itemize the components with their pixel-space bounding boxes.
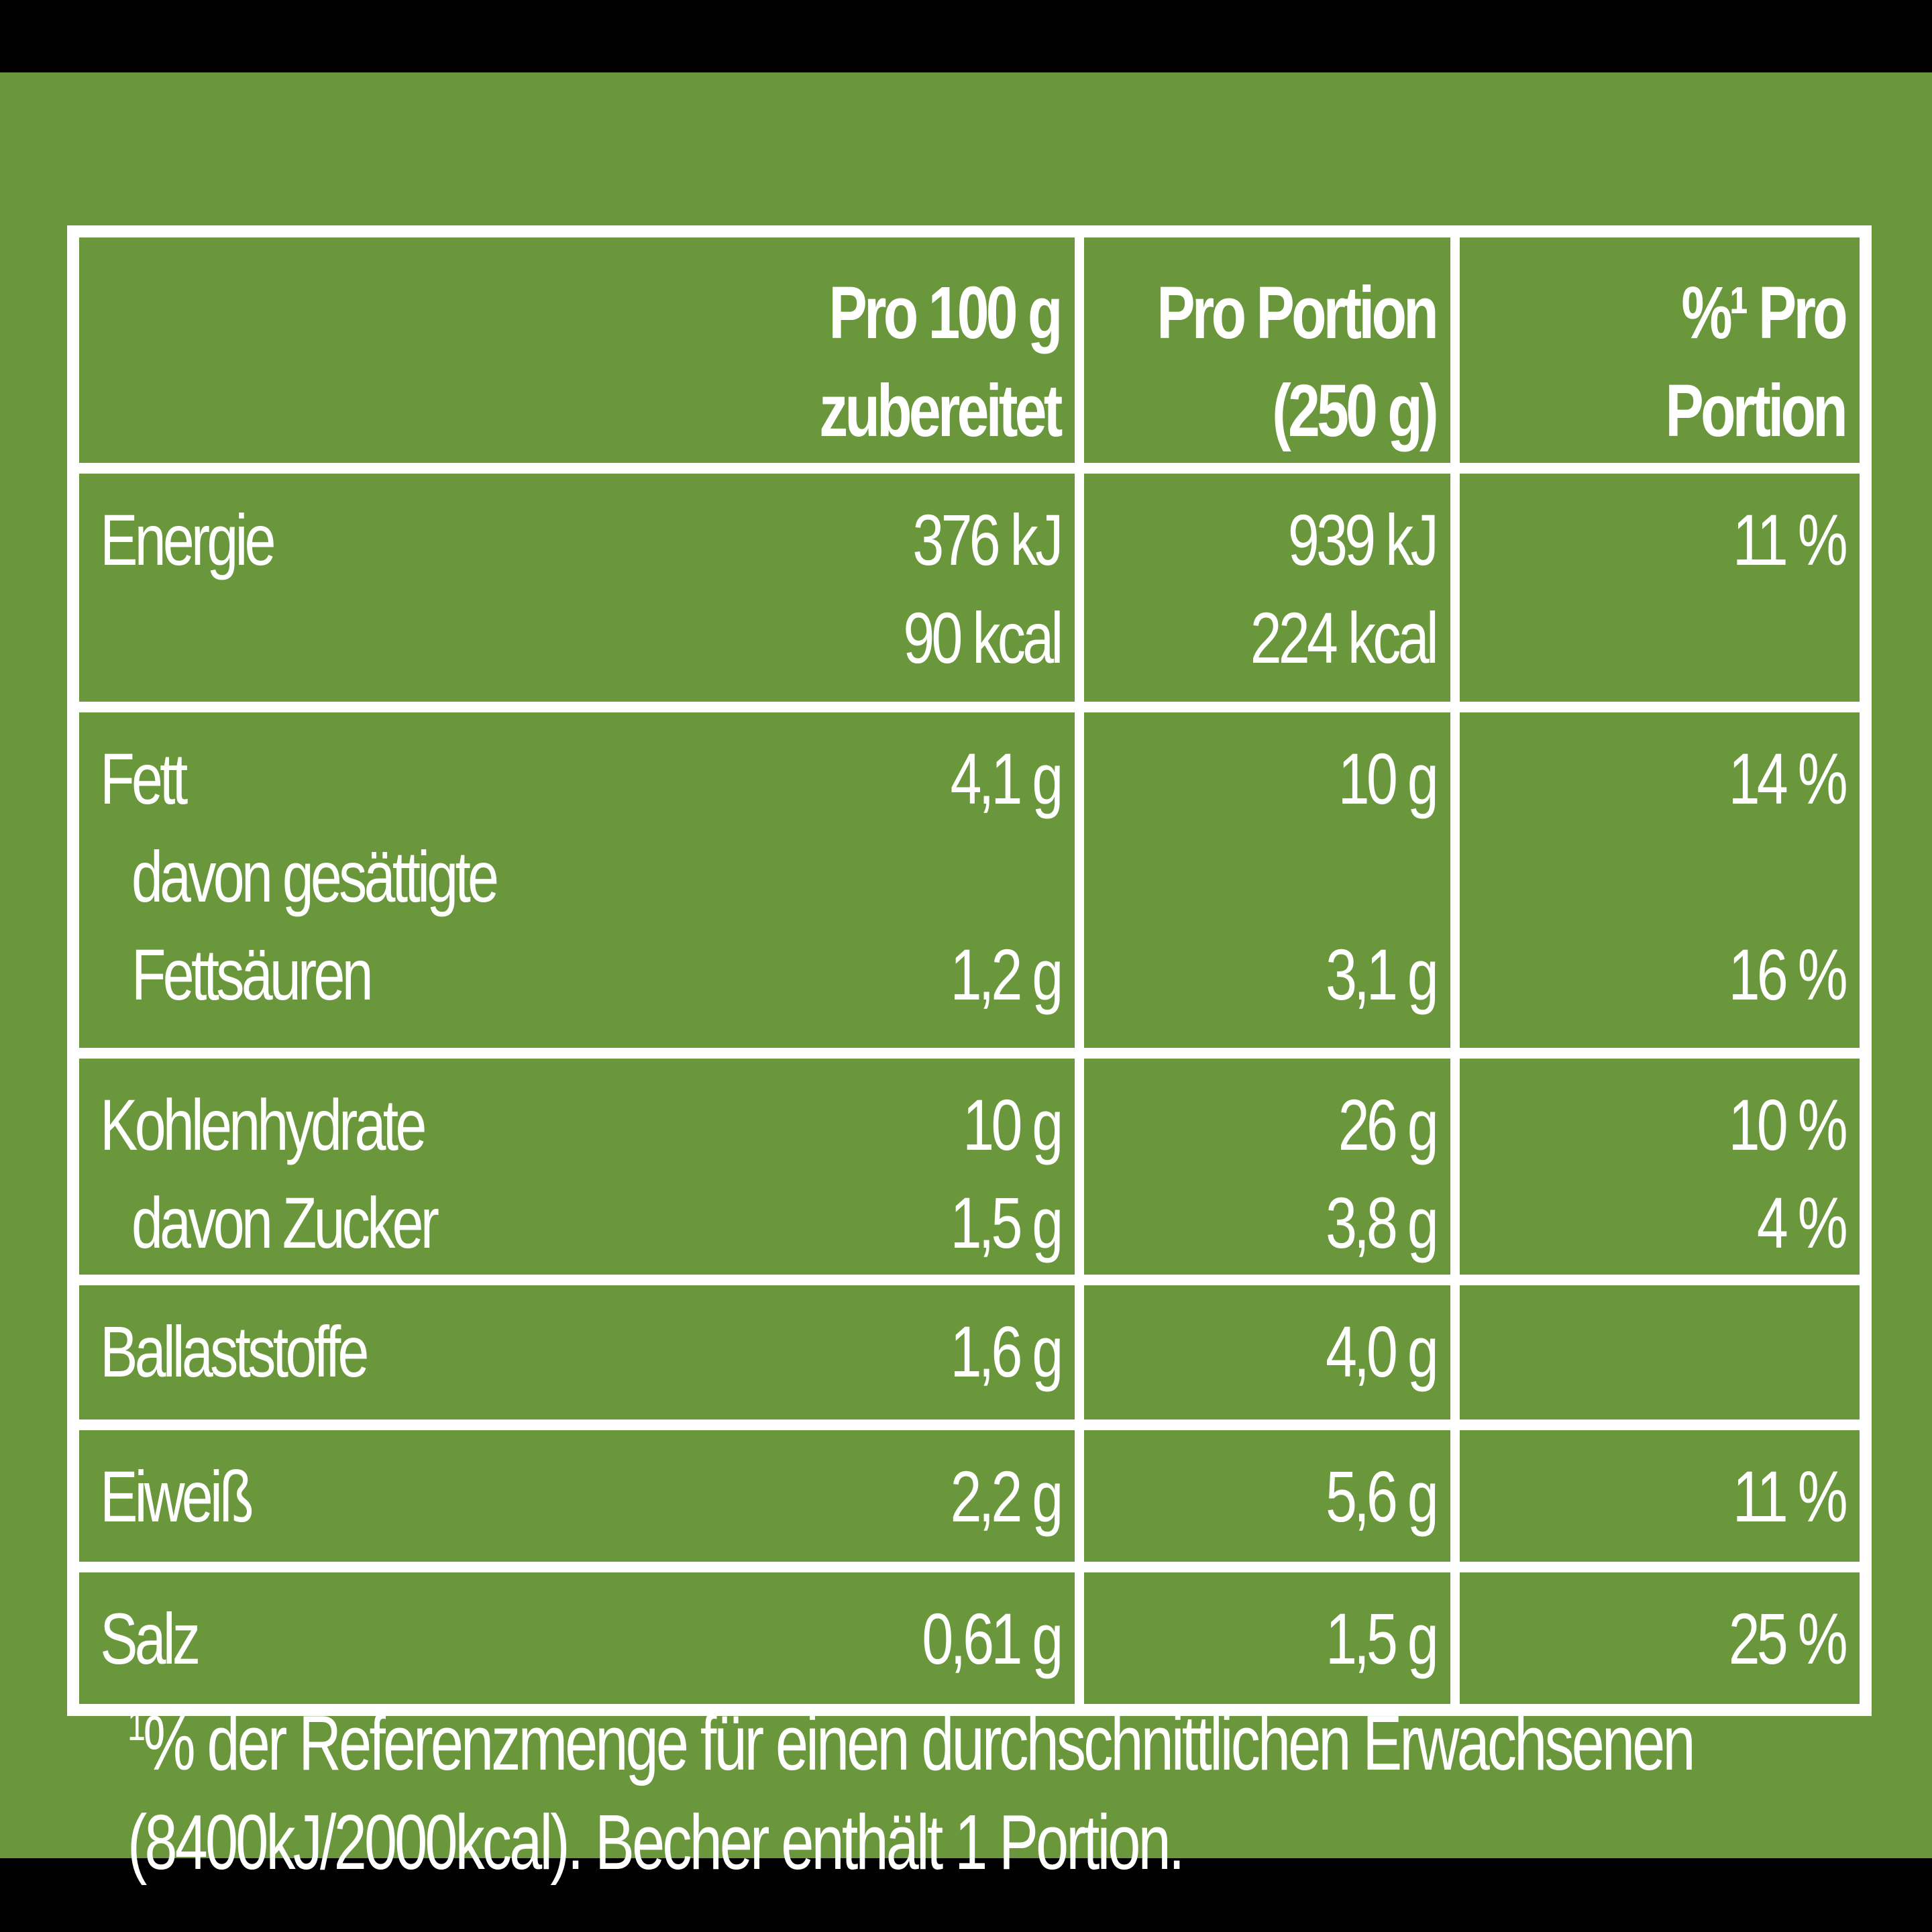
table-row-ballaststoffe: Ballaststoffe 1,6 g 4,0 g [79, 1275, 1860, 1419]
value-per-portion: 4,0 g [1326, 1311, 1439, 1392]
value-per-100g: 376 kJ 90 kcal [902, 499, 1063, 678]
table-row-kohlenhydrate: Kohlenhydrate davon Zucker 10 g 1,5 g 26… [79, 1048, 1860, 1275]
value-percent: 10 % 4 % [1728, 1084, 1848, 1263]
nutrition-table: Pro 100 g zubereitet Pro Portion (250 g)… [67, 225, 1872, 1716]
value-per-100g: 1,6 g [950, 1311, 1063, 1392]
row-label: Energie [100, 499, 276, 580]
table-row-fett: Fett davon gesättigte Fettsäuren 4,1 g 1… [79, 702, 1860, 1048]
table-row-energie: Energie 376 kJ 90 kcal 939 kJ 224 kcal 1… [79, 463, 1860, 702]
value-per-portion: 26 g 3,8 g [1326, 1084, 1439, 1263]
row-label: Ballaststoffe [100, 1311, 369, 1392]
nutrition-label-panel: Pro 100 g zubereitet Pro Portion (250 g)… [0, 72, 1932, 1886]
value-per-100g: 0,61 g [922, 1598, 1063, 1679]
row-label: Fett davon gesättigte Fettsäuren [100, 738, 499, 1015]
header-percent: %¹ Pro Portion [1665, 272, 1848, 452]
footnote-line-2: (8400kJ/2000kcal). Becher enthält 1 Port… [127, 1799, 1185, 1886]
value-percent: 11 % [1733, 1456, 1848, 1537]
row-label: Salz [100, 1598, 201, 1679]
value-per-100g: 2,2 g [950, 1456, 1063, 1537]
value-per-portion: 939 kJ 224 kcal [1250, 499, 1439, 678]
value-per-100g: 10 g 1,5 g [950, 1084, 1063, 1263]
value-percent: 25 % [1728, 1598, 1848, 1679]
value-per-portion: 5,6 g [1326, 1456, 1439, 1537]
footnote: 1% der Referenzmenge für einen durchschn… [127, 1676, 1861, 1892]
value-percent [1460, 1285, 1860, 1414]
header-per-portion: Pro Portion (250 g) [1157, 272, 1439, 452]
table-row-eiweiss: Eiweiß 2,2 g 5,6 g 11 % [79, 1419, 1860, 1562]
value-percent: 11 % [1733, 499, 1848, 580]
value-per-100g: 4,1 g 1,2 g [950, 738, 1063, 1015]
footnote-line-1: 1% der Referenzmenge für einen durchschn… [127, 1699, 1696, 1786]
value-per-portion: 10 g 3,1 g [1326, 738, 1439, 1015]
value-per-portion: 1,5 g [1326, 1598, 1439, 1679]
row-label: Kohlenhydrate davon Zucker [100, 1084, 439, 1263]
value-percent: 14 % 16 % [1728, 738, 1848, 1015]
table-row-salz: Salz 0,61 g 1,5 g 25 % [79, 1562, 1860, 1704]
header-per-100g: Pro 100 g zubereitet [819, 272, 1063, 452]
table-header-row: Pro 100 g zubereitet Pro Portion (250 g)… [79, 237, 1860, 463]
row-label: Eiweiß [100, 1456, 254, 1537]
